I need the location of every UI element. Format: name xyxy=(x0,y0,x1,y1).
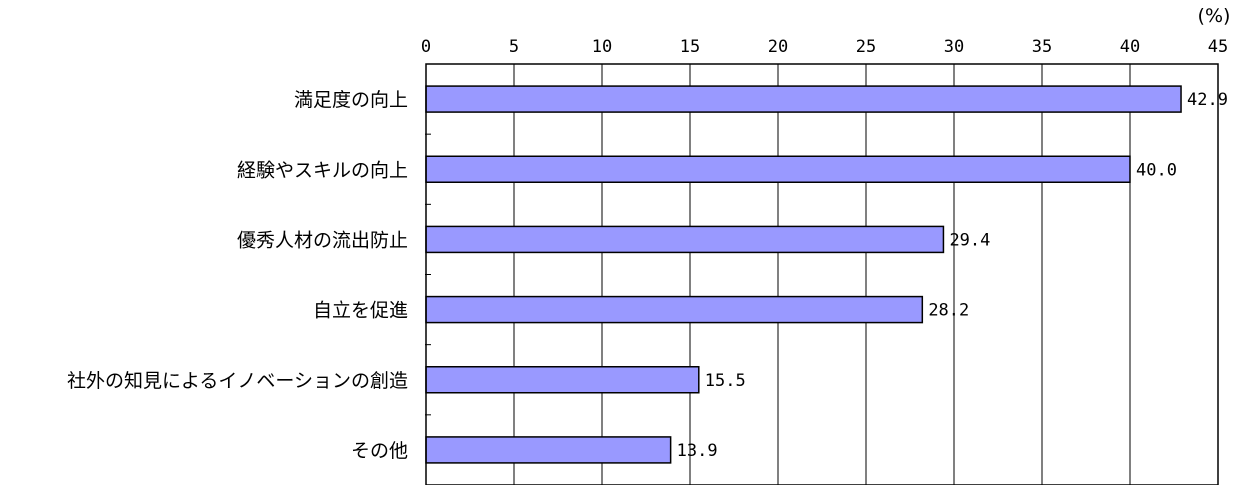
value-label: 13.9 xyxy=(677,441,718,461)
bar xyxy=(425,295,924,324)
x-axis-ticks: 0 5 10 15 20 25 30 35 40 45 xyxy=(421,37,1228,57)
x-tick-label: 5 xyxy=(509,37,519,57)
value-label: 40.0 xyxy=(1136,160,1177,180)
bar xyxy=(425,225,945,254)
bar xyxy=(425,85,1182,113)
x-tick-label: 10 xyxy=(592,37,612,57)
value-label: 29.4 xyxy=(949,230,990,250)
category-label: 満足度の向上 xyxy=(294,89,408,111)
plot-frame xyxy=(425,63,1219,485)
x-tick-label: 35 xyxy=(1032,37,1052,57)
value-labels: 42.9 40.0 29.4 28.2 15.5 13.9 xyxy=(677,90,1228,461)
category-label: その他 xyxy=(351,440,408,462)
x-tick-label: 40 xyxy=(1120,37,1140,57)
value-label: 15.5 xyxy=(705,371,746,391)
value-label: 42.9 xyxy=(1187,90,1228,110)
category-labels: 満足度の向上経験やスキルの向上優秀人材の流出防止自立を促進社外の知見によるイノベ… xyxy=(67,89,408,462)
x-tick-label: 45 xyxy=(1208,37,1228,57)
bars xyxy=(425,85,1182,464)
category-label: 優秀人材の流出防止 xyxy=(237,229,408,251)
x-tick-label: 15 xyxy=(680,37,700,57)
unit-label: (%) xyxy=(1198,5,1231,27)
category-label: 自立を促進 xyxy=(313,300,408,322)
category-label: 経験やスキルの向上 xyxy=(237,159,408,181)
value-label: 28.2 xyxy=(928,301,969,321)
gridlines xyxy=(425,64,1131,485)
bar xyxy=(425,155,1131,183)
bar xyxy=(425,366,700,394)
x-tick-label: 25 xyxy=(856,37,876,57)
x-tick-label: 30 xyxy=(944,37,964,57)
category-label: 社外の知見によるイノベーションの創造 xyxy=(67,370,408,392)
x-tick-label: 0 xyxy=(421,37,431,57)
x-tick-label: 20 xyxy=(768,37,788,57)
bar xyxy=(425,436,672,464)
